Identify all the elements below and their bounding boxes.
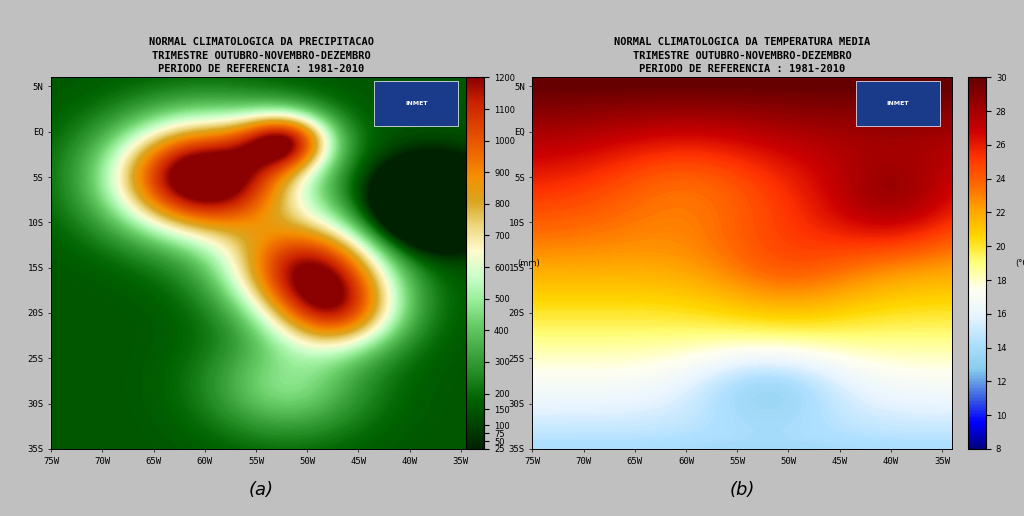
Text: (a): (a): [249, 481, 273, 499]
Y-axis label: (°C): (°C): [1015, 259, 1024, 268]
Title: NORMAL CLIMATOLOGICA DA PRECIPITACAO
TRIMESTRE OUTUBRO-NOVEMBRO-DEZEMBRO
PERIODO: NORMAL CLIMATOLOGICA DA PRECIPITACAO TRI…: [148, 38, 374, 74]
Y-axis label: (mm): (mm): [517, 259, 541, 268]
FancyBboxPatch shape: [375, 81, 459, 126]
Text: (b): (b): [730, 481, 755, 499]
Text: INMET: INMET: [887, 101, 909, 106]
FancyBboxPatch shape: [856, 81, 940, 126]
Title: NORMAL CLIMATOLOGICA DA TEMPERATURA MEDIA
TRIMESTRE OUTUBRO-NOVEMBRO-DEZEMBRO
PE: NORMAL CLIMATOLOGICA DA TEMPERATURA MEDI…: [614, 38, 870, 74]
Text: INMET: INMET: [406, 101, 428, 106]
